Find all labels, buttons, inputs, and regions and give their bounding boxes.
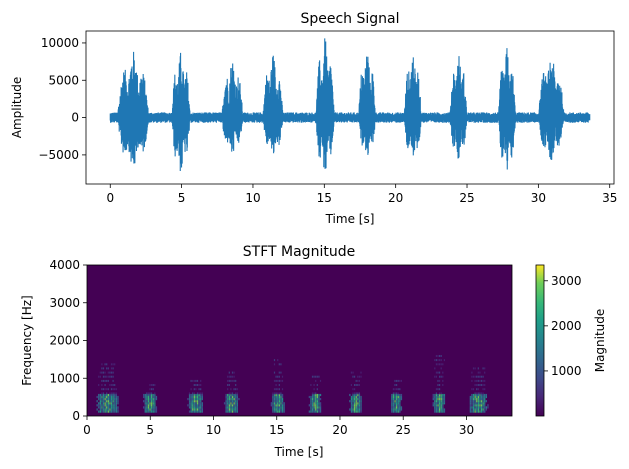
stft-background [87, 265, 512, 416]
stft-y-tick-label: 0 [72, 409, 80, 423]
stft-x-axis-label: Time [s] [274, 445, 324, 459]
stft-x-tick-label: 25 [396, 423, 411, 437]
stft-segment [223, 371, 240, 413]
signal-waveform [109, 38, 591, 171]
colorbar: 1000 2000 3000 Magnitude [535, 264, 607, 417]
stft-plot: STFT Magnitude 0 5 10 15 20 25 30 0 1000 2000 300… [20, 244, 513, 459]
stft-y-ticks: 0 1000 2000 3000 4000 [49, 258, 87, 423]
stft-segment [349, 371, 362, 413]
stft-segment [308, 375, 322, 413]
signal-x-axis-label: Time [s] [325, 212, 375, 226]
stft-x-tick-label: 5 [146, 423, 154, 437]
stft-segment [143, 384, 158, 413]
signal-x-tick-label: 10 [245, 191, 260, 205]
signal-x-tick-label: 15 [317, 191, 332, 205]
colorbar-gradient [535, 264, 545, 417]
stft-x-ticks: 0 5 10 15 20 25 30 [83, 416, 474, 437]
stft-segment [270, 359, 285, 413]
stft-y-tick-label: 3000 [49, 296, 80, 310]
stft-segment [391, 379, 403, 413]
signal-axes-frame [85, 30, 615, 185]
signal-series [109, 38, 591, 171]
stft-x-tick-label: 15 [269, 423, 284, 437]
stft-energy [96, 355, 489, 413]
signal-x-tick-label: 25 [459, 191, 474, 205]
stft-segment [96, 363, 119, 413]
stft-y-tick-label: 4000 [49, 258, 80, 272]
colorbar-tick-label: 2000 [551, 319, 582, 333]
signal-y-tick-label: 10000 [41, 36, 79, 50]
signal-y-tick-label: 0 [71, 111, 79, 125]
signal-y-tick-label: −5000 [38, 148, 79, 162]
signal-x-tick-label: 35 [602, 191, 617, 205]
signal-x-tick-label: 0 [106, 191, 114, 205]
stft-x-tick-label: 10 [206, 423, 221, 437]
colorbar-tick-label: 1000 [551, 364, 582, 378]
signal-y-axis-label: Amplitude [10, 77, 24, 139]
signal-x-ticks: 0 5 10 15 20 25 30 35 [106, 184, 617, 205]
signal-title: Speech Signal [300, 11, 399, 27]
colorbar-ticks: 1000 2000 3000 [544, 274, 582, 378]
colorbar-tick-label: 3000 [551, 274, 582, 288]
signal-y-tick-label: 5000 [48, 73, 79, 87]
stft-y-tick-label: 1000 [49, 371, 80, 385]
signal-y-ticks: −5000 0 5000 10000 [38, 36, 86, 162]
stft-segment [187, 379, 203, 413]
signal-x-tick-label: 30 [531, 191, 546, 205]
signal-plot: Speech Signal 0 5 10 15 20 25 30 35 −5000 0 5000 1… [10, 11, 617, 226]
stft-x-tick-label: 30 [459, 423, 474, 437]
stft-y-tick-label: 2000 [49, 334, 80, 348]
signal-x-tick-label: 20 [388, 191, 403, 205]
stft-segment [469, 367, 489, 413]
stft-title: STFT Magnitude [243, 244, 355, 260]
stft-segment [432, 355, 446, 413]
stft-x-tick-label: 0 [83, 423, 91, 437]
colorbar-label: Magnitude [593, 309, 607, 373]
signal-x-tick-label: 5 [178, 191, 186, 205]
stft-y-axis-label: Frequency [Hz] [20, 295, 34, 386]
stft-x-tick-label: 20 [332, 423, 347, 437]
